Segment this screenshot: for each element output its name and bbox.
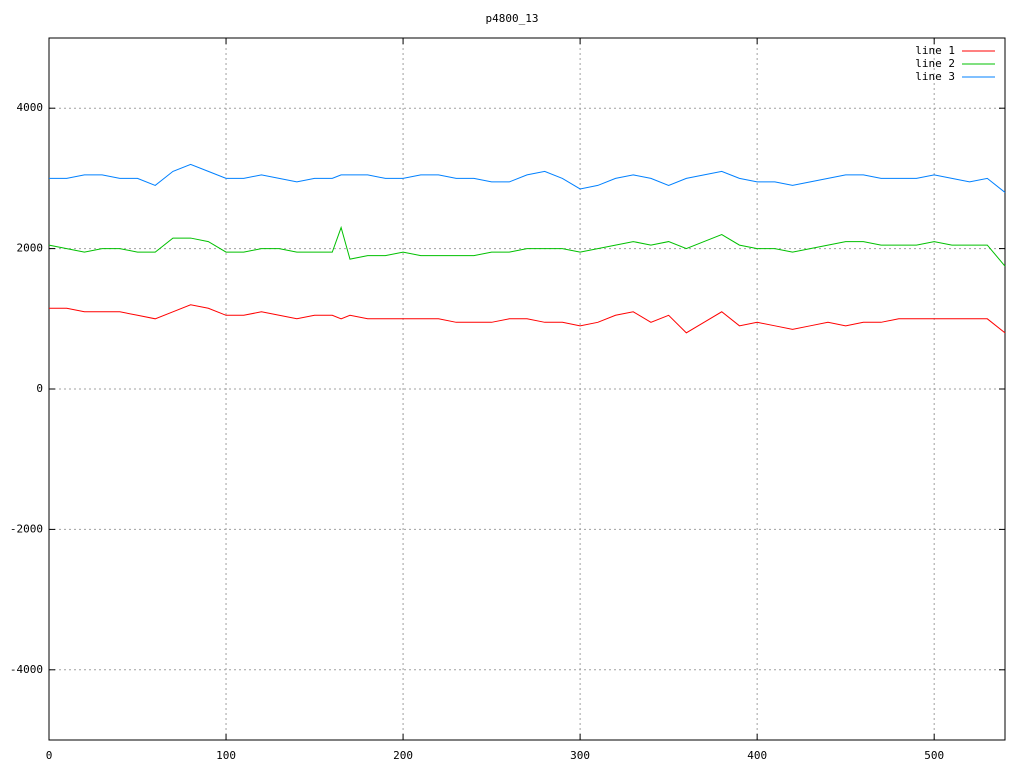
x-tick-label: 500 [924,749,944,762]
legend-label: line 3 [915,70,955,83]
data-line [49,163,1006,193]
y-tick-label: -4000 [10,663,43,676]
y-tick-label: 0 [36,382,43,395]
data-line [48,225,1006,267]
chart-title: p4800_13 [486,12,539,25]
x-tick-label: 400 [747,749,767,762]
x-tick-label: 100 [216,749,236,762]
x-tick-label: 300 [570,749,590,762]
y-tick-label: -2000 [10,522,43,535]
legend-label: line 1 [915,44,955,57]
x-tick-label: 200 [393,749,413,762]
plot-frame [48,37,1006,741]
y-tick-label: 4000 [17,101,44,114]
x-tick-label: 0 [46,749,53,762]
legend-label: line 2 [915,57,955,70]
y-tick-label: 2000 [17,242,44,255]
data-line [49,304,1006,334]
